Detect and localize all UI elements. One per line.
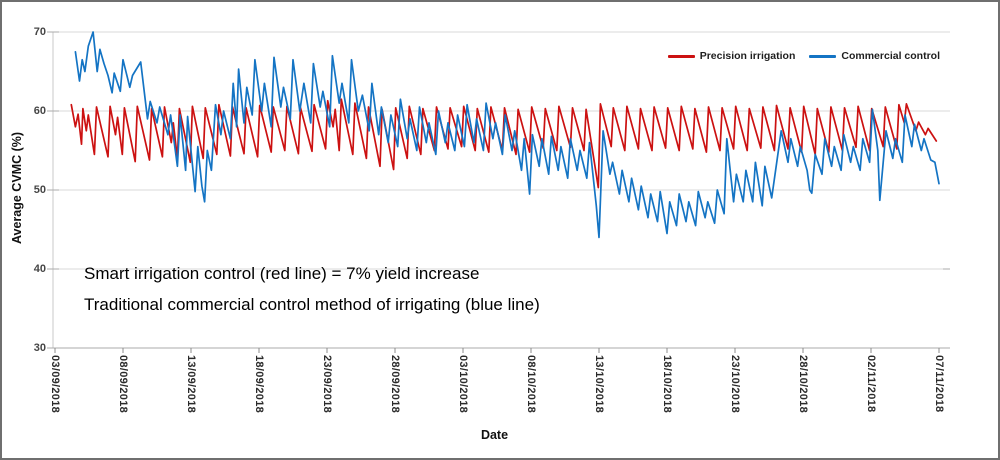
- x-tick-label: 03/09/2018: [49, 355, 61, 414]
- x-tick-label: 08/10/2018: [525, 355, 537, 414]
- y-axis-title: Average CVMC (%): [10, 131, 24, 245]
- legend-item-commercial-control: Commercial control: [809, 50, 940, 62]
- annotation-text: Smart irrigation control (red line) = 7%…: [84, 258, 540, 320]
- x-tick-label: 28/09/2018: [389, 355, 401, 414]
- x-tick-label: 18/09/2018: [253, 355, 265, 414]
- x-tick-label: 07/11/2018: [933, 355, 945, 413]
- legend-label: Commercial control: [841, 50, 940, 62]
- x-tick-label: 02/11/2018: [865, 355, 877, 413]
- annotation-line-red: Smart irrigation control (red line) = 7%…: [84, 264, 480, 283]
- y-tick-label: 70: [33, 26, 46, 38]
- blue-line-swatch-icon: [809, 54, 837, 58]
- y-tick-label: 40: [33, 263, 46, 275]
- x-tick-label: 08/09/2018: [117, 355, 129, 414]
- annotation-line-blue: Traditional commercial control method of…: [84, 295, 540, 314]
- x-tick-label: 28/10/2018: [797, 355, 809, 414]
- chart-legend: Precision irrigation Commercial control: [667, 50, 940, 62]
- x-tick-label: 13/10/2018: [593, 355, 605, 414]
- legend-item-precision-irrigation: Precision irrigation: [667, 50, 796, 62]
- y-tick-label: 50: [33, 184, 46, 196]
- x-axis-title: Date: [480, 428, 509, 442]
- x-tick-label: 18/10/2018: [661, 355, 673, 414]
- y-tick-label: 60: [33, 105, 46, 117]
- legend-label: Precision irrigation: [699, 50, 796, 62]
- x-tick-label: 23/09/2018: [321, 355, 333, 414]
- y-tick-label: 30: [33, 342, 46, 354]
- red-line-swatch-icon: [667, 54, 695, 58]
- x-tick-label: 23/10/2018: [729, 355, 741, 414]
- x-tick-label: 13/09/2018: [185, 355, 197, 414]
- x-tick-label: 03/10/2018: [457, 355, 469, 414]
